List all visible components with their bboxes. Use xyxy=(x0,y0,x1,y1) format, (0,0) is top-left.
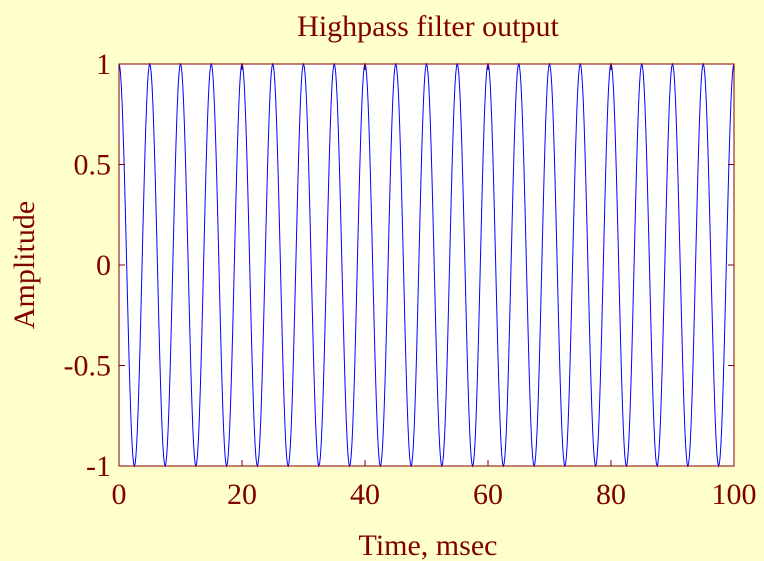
x-tick-label: 100 xyxy=(712,478,757,511)
plot-area xyxy=(119,64,734,466)
y-tick-label: 0.5 xyxy=(74,149,112,182)
x-tick-label: 20 xyxy=(227,478,257,511)
y-axis-label: Amplitude xyxy=(8,201,41,329)
chart-title: Highpass filter output xyxy=(297,10,559,43)
x-tick-label: 40 xyxy=(350,478,380,511)
ticks-layer: 0 20 40 60 80 100 -1 -0.5 0 0.5 1 xyxy=(64,48,757,511)
y-tick-label: 0 xyxy=(96,249,111,282)
x-axis-label: Time, msec xyxy=(359,529,498,561)
y-tick-label: 1 xyxy=(96,48,111,81)
x-tick-label: 60 xyxy=(473,478,503,511)
x-tick-label: 80 xyxy=(596,478,626,511)
x-tick-label: 0 xyxy=(112,478,127,511)
y-tick-label: -0.5 xyxy=(64,350,112,383)
y-tick-label: -1 xyxy=(86,450,111,483)
